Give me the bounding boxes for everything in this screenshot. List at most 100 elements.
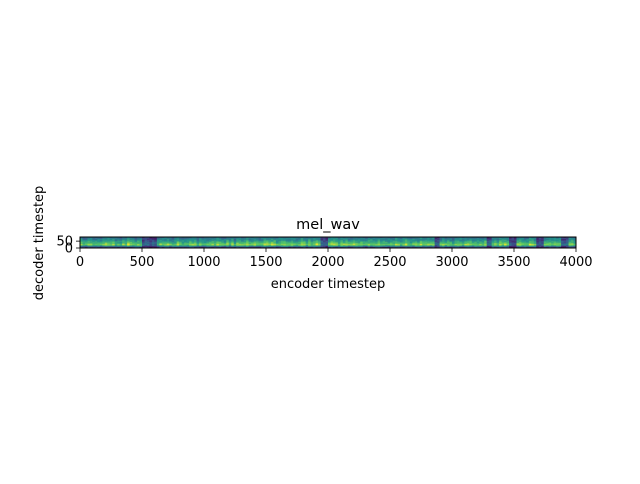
heatmap-cell xyxy=(429,243,433,245)
heatmap-cell xyxy=(546,245,550,247)
heatmap-cell xyxy=(221,243,225,245)
heatmap-cell xyxy=(402,239,406,241)
heatmap-cell xyxy=(146,239,150,241)
heatmap-cell xyxy=(174,240,178,242)
heatmap-cell xyxy=(417,239,421,241)
heatmap-cell xyxy=(263,238,267,241)
heatmap-cell xyxy=(251,237,254,240)
heatmap-cell xyxy=(176,242,180,244)
heatmap-cell xyxy=(127,238,130,241)
heatmap-cell xyxy=(469,237,473,240)
heatmap-cell xyxy=(127,241,130,243)
heatmap-cell xyxy=(360,246,364,248)
heatmap-cell xyxy=(335,240,339,242)
heatmap-cell xyxy=(142,244,145,246)
heatmap-cell xyxy=(132,237,135,239)
heatmap-cell xyxy=(218,246,222,248)
heatmap-cell xyxy=(447,245,450,247)
heatmap-cell xyxy=(278,237,282,240)
heatmap-cell xyxy=(409,243,413,245)
heatmap-cell xyxy=(345,244,349,246)
heatmap-cell xyxy=(303,237,307,240)
heatmap-cell xyxy=(104,241,108,243)
heatmap-cell xyxy=(459,237,463,239)
x-axis: 0 500 1000 1500 2000 2500 3000 3500 4000 xyxy=(76,248,593,270)
heatmap-cell xyxy=(169,246,173,248)
heatmap-cell xyxy=(313,237,316,240)
heatmap-cell xyxy=(568,238,572,241)
heatmap-cell xyxy=(246,245,250,247)
heatmap-cell xyxy=(80,240,83,242)
heatmap-cell xyxy=(528,238,532,241)
heatmap-cell xyxy=(424,237,428,240)
heatmap-cell xyxy=(399,237,403,240)
heatmap-cell xyxy=(149,242,153,244)
heatmap-cell xyxy=(293,242,297,244)
heatmap-cell xyxy=(107,237,111,239)
heatmap-cell xyxy=(144,246,148,248)
heatmap-cell xyxy=(318,246,321,248)
heatmap-cell xyxy=(419,238,423,241)
heatmap-cell xyxy=(459,238,463,241)
heatmap-cell xyxy=(533,237,537,239)
heatmap-cell xyxy=(127,242,130,244)
heatmap-cell xyxy=(89,243,93,245)
heatmap-cell xyxy=(109,243,113,245)
heatmap-cell xyxy=(151,243,155,245)
heatmap-cell xyxy=(444,243,448,245)
heatmap-cell xyxy=(496,241,500,243)
heatmap-cell xyxy=(166,239,170,241)
heatmap-cell xyxy=(82,245,86,247)
heatmap-cell xyxy=(261,244,264,246)
heatmap-cell xyxy=(117,243,121,245)
heatmap-cell xyxy=(99,246,103,248)
heatmap-cell xyxy=(328,243,331,245)
heatmap-cell xyxy=(551,243,555,245)
heatmap-cell xyxy=(573,237,577,239)
heatmap-cell xyxy=(82,243,86,245)
heatmap-cell xyxy=(251,238,254,241)
heatmap-cell xyxy=(92,237,96,239)
heatmap-cell xyxy=(119,243,123,245)
heatmap-cell xyxy=(176,241,180,243)
heatmap-cell xyxy=(556,237,560,240)
heatmap-cell xyxy=(181,241,185,243)
heatmap-cell xyxy=(233,237,237,239)
heatmap-cell xyxy=(377,239,381,241)
heatmap-cell xyxy=(427,245,431,247)
heatmap-cell xyxy=(541,240,545,242)
heatmap-cell xyxy=(226,239,230,241)
heatmap-cell xyxy=(432,237,436,240)
heatmap-cell xyxy=(142,239,145,241)
heatmap-cell xyxy=(469,240,473,242)
heatmap-cell xyxy=(176,239,180,241)
heatmap-cell xyxy=(117,245,121,247)
heatmap-cell xyxy=(293,240,297,242)
heatmap-cell xyxy=(270,241,274,243)
heatmap-cell xyxy=(159,237,163,240)
heatmap-cell xyxy=(288,242,292,244)
heatmap-cell xyxy=(293,245,297,247)
heatmap-cell xyxy=(466,244,470,246)
heatmap-cell xyxy=(432,246,436,248)
heatmap-cell xyxy=(414,246,418,248)
heatmap-cell xyxy=(179,244,183,246)
heatmap-cell xyxy=(295,237,299,240)
heatmap-cell xyxy=(280,243,284,245)
heatmap-cell xyxy=(546,244,550,246)
heatmap-cell xyxy=(261,243,264,245)
heatmap-cell xyxy=(466,243,470,245)
heatmap-cell xyxy=(236,243,240,245)
heatmap-cell xyxy=(216,242,220,244)
heatmap-cell xyxy=(102,239,106,241)
heatmap-cell xyxy=(114,237,118,239)
heatmap-cell xyxy=(258,239,262,241)
heatmap-cell xyxy=(375,246,378,248)
heatmap-cell xyxy=(414,240,418,242)
heatmap-cell xyxy=(174,244,178,246)
heatmap-cell xyxy=(171,241,175,243)
heatmap-cell xyxy=(352,241,356,243)
heatmap-cell xyxy=(117,239,121,241)
heatmap-cell xyxy=(514,242,517,244)
heatmap-cell xyxy=(332,239,336,241)
